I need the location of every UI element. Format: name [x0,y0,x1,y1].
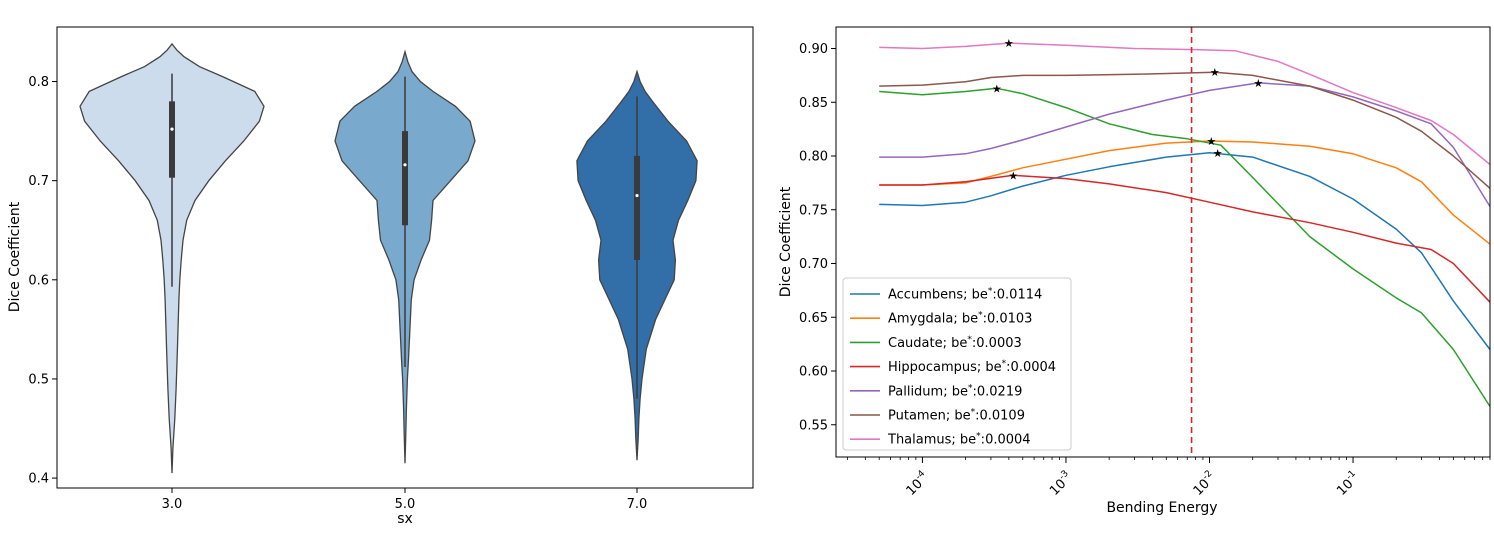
line-x-axis-label: Bending Energy [1106,500,1217,516]
optimum-star-markers: ★★★★★★★ [992,37,1264,182]
legend-entry-caudate: Caudate; be*:0.0003 [888,335,1022,351]
star-marker-caudate: ★ [992,82,1002,95]
violin-x-axis-label: sx [397,511,413,527]
violin-x-ticks: 3.0 5.0 7.0 [162,488,648,512]
legend-be-value: 0.0114 [997,288,1043,303]
series-line-putamen [879,71,1491,189]
line-y-tick-label: 0.75 [799,203,828,218]
series-line-amygdala [879,140,1491,245]
legend-entry-accumbens: Accumbens; be*:0.0114 [888,287,1042,303]
line-axes-frame [835,26,1491,458]
line-chart: ★★★★★★★ 0.550.600.650.700.750.800.850.90… [778,26,1491,516]
line-y-tick-label: 0.80 [799,150,828,165]
violin-iqr-box-3.0 [169,101,175,178]
violin-iqr-box-5.0 [402,131,408,226]
line-y-tick-label: 0.90 [799,42,828,57]
violins-layer [79,42,698,474]
legend-entry-amygdala: Amygdala; be*:0.0103 [888,311,1032,327]
legend-be-value: 0.0004 [1011,360,1057,375]
star-marker-hippocampus: ★ [1008,169,1018,182]
lines-layer [879,42,1491,407]
line-x-tick-label: 10-3 [1046,469,1076,499]
line-y-tick-label: 0.65 [799,311,828,326]
line-x-ticks: 10-4 10-3 10-2 10-1 [846,457,1491,499]
star-marker-putamen: ★ [1210,66,1220,79]
violin-x-tick-label: 5.0 [395,497,416,512]
legend-be-value: 0.0004 [985,433,1031,448]
line-x-tick-label: 10-4 [902,469,932,499]
legend-series-name: Putamen [888,409,946,424]
legend: Accumbens; be*:0.0114 Amygdala; be*:0.010… [842,277,1072,451]
violin-median-3.0 [170,127,174,131]
line-y-tick-label: 0.55 [799,418,828,433]
series-line-thalamus [879,42,1491,166]
legend-entry-pallidum: Pallidum; be*:0.0219 [888,383,1022,399]
violin-y-tick-label: 0.7 [28,174,49,189]
line-y-tick-label: 0.85 [799,96,828,111]
violin-median-5.0 [403,163,407,167]
violin-y-tick-label: 0.4 [28,472,49,487]
violin-x-tick-label: 3.0 [162,497,183,512]
legend-entry-thalamus: Thalamus; be*:0.0004 [887,432,1031,448]
legend-series-name: Amygdala [888,312,953,327]
series-line-hippocampus [879,174,1491,303]
series-line-accumbens [879,152,1491,350]
legend-series-name: Hippocampus [888,360,977,375]
legend-box [842,277,1072,451]
violin-x-tick-label: 7.0 [627,497,648,512]
line-y-tick-label: 0.60 [799,365,828,380]
series-line-pallidum [879,82,1491,207]
legend-series-name: Accumbens [888,288,963,303]
violin-y-ticks: 0.4 0.5 0.6 0.7 0.8 [28,75,57,487]
legend-be-value: 0.0103 [987,312,1033,327]
star-marker-amygdala: ★ [1206,135,1216,148]
line-y-tick-label: 0.70 [799,257,828,272]
series-line-caudate [879,87,1491,407]
legend-series-name: Thalamus [887,433,952,448]
line-y-ticks: 0.55 0.60 0.65 0.70 0.75 0.80 0.85 0.90 [799,42,836,433]
legend-entry-putamen: Putamen; be*:0.0109 [888,408,1025,424]
violin-y-tick-label: 0.5 [28,372,49,387]
legend-be-value: 0.0219 [977,384,1023,399]
legend-entry-hippocampus: Hippocampus; be*:0.0004 [888,359,1056,375]
star-marker-accumbens: ★ [1213,147,1223,160]
violin-iqr-box-7.0 [634,155,640,260]
violin-chart: 0.4 0.5 0.6 0.7 0.8 3.0 5.0 7.0 sx Dice Coeffi… [7,26,754,527]
violin-y-axis-label: Dice Coefficient [7,201,23,312]
legend-series-name: Pallidum [888,384,943,399]
star-marker-pallidum: ★ [1253,77,1263,90]
legend-series-name: Caudate [888,336,943,351]
line-y-axis-label: Dice Coefficient [778,186,794,297]
legend-be-value: 0.0003 [976,336,1022,351]
star-marker-thalamus: ★ [1004,37,1014,50]
violin-median-7.0 [635,193,639,198]
line-x-tick-label: 10-1 [1333,469,1363,499]
legend-be-value: 0.0109 [979,409,1025,424]
line-x-tick-label: 10-2 [1189,469,1219,499]
violin-y-tick-label: 0.8 [28,75,49,90]
violin-y-tick-label: 0.6 [28,273,49,288]
